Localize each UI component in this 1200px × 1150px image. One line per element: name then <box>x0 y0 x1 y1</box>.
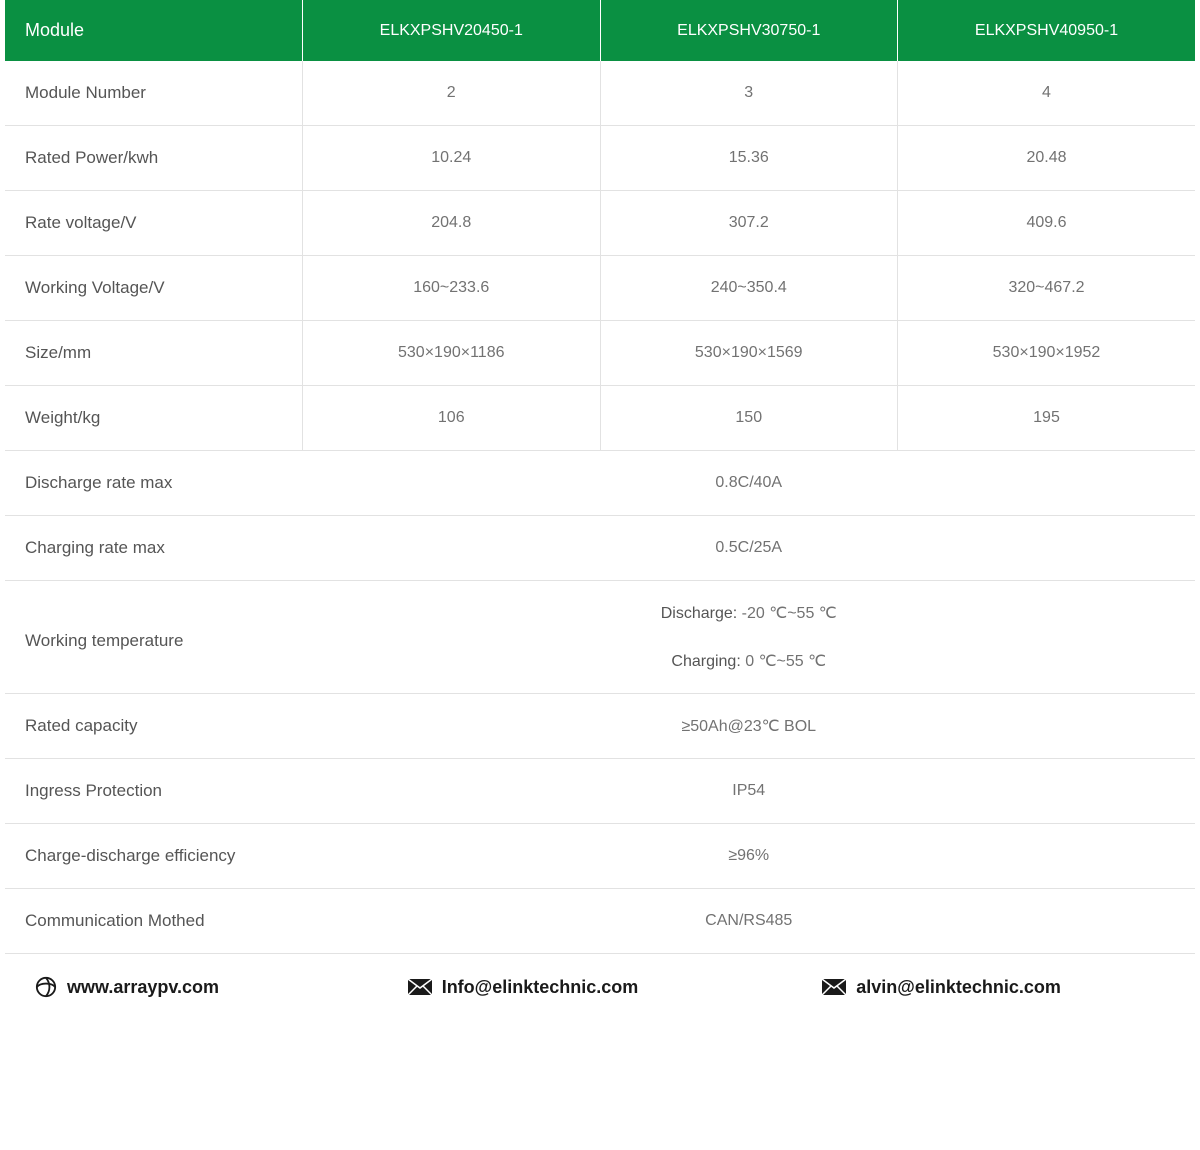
row-value-merged: ≥96% <box>303 824 1196 889</box>
temperature-charging: Charging: 0 ℃~55 ℃ <box>303 637 1196 694</box>
table-row: Size/mm 530×190×1186 530×190×1569 530×19… <box>5 321 1195 386</box>
row-label: Ingress Protection <box>5 759 303 824</box>
row-value-merged: IP54 <box>303 759 1196 824</box>
table-row: Discharge rate max 0.8C/40A <box>5 451 1195 516</box>
spec-table: Module ELKXPSHV20450-1 ELKXPSHV30750-1 E… <box>5 0 1195 954</box>
table-row-temperature: Working temperature Discharge: -20 ℃~55 … <box>5 581 1195 638</box>
table-row: Working Voltage/V 160~233.6 240~350.4 32… <box>5 256 1195 321</box>
table-row: Communication Mothed CAN/RS485 <box>5 889 1195 954</box>
row-label: Weight/kg <box>5 386 303 451</box>
row-label: Working temperature <box>5 581 303 694</box>
table-header-row: Module ELKXPSHV20450-1 ELKXPSHV30750-1 E… <box>5 0 1195 61</box>
row-label: Discharge rate max <box>5 451 303 516</box>
temperature-discharge-value: -20 ℃~55 ℃ <box>742 605 837 622</box>
table-row: Charging rate max 0.5C/25A <box>5 516 1195 581</box>
row-value: 530×190×1186 <box>303 321 601 386</box>
row-value: 20.48 <box>898 126 1196 191</box>
row-value: 4 <box>898 61 1196 126</box>
header-col-3: ELKXPSHV40950-1 <box>898 0 1196 61</box>
footer-email-1: Info@elinktechnic.com <box>408 977 813 998</box>
row-value-merged: 0.5C/25A <box>303 516 1196 581</box>
row-value-merged: CAN/RS485 <box>303 889 1196 954</box>
row-value: 195 <box>898 386 1196 451</box>
envelope-icon <box>822 979 846 995</box>
row-value: 320~467.2 <box>898 256 1196 321</box>
table-row: Rate voltage/V 204.8 307.2 409.6 <box>5 191 1195 256</box>
table-row: Weight/kg 106 150 195 <box>5 386 1195 451</box>
temperature-charging-label: Charging: <box>671 653 740 670</box>
header-module-label: Module <box>5 0 303 61</box>
row-label: Rated Power/kwh <box>5 126 303 191</box>
table-row: Ingress Protection IP54 <box>5 759 1195 824</box>
table-body: Module Number 2 3 4 Rated Power/kwh 10.2… <box>5 61 1195 954</box>
envelope-icon <box>408 979 432 995</box>
row-value: 307.2 <box>600 191 898 256</box>
row-value: 15.36 <box>600 126 898 191</box>
footer-website-text: www.arraypv.com <box>67 977 219 998</box>
globe-icon <box>35 976 57 998</box>
temperature-discharge: Discharge: -20 ℃~55 ℃ <box>303 581 1196 638</box>
footer-email-2-text: alvin@elinktechnic.com <box>856 977 1061 998</box>
header-col-2: ELKXPSHV30750-1 <box>600 0 898 61</box>
row-value: 530×190×1569 <box>600 321 898 386</box>
row-value-merged: 0.8C/40A <box>303 451 1196 516</box>
row-value: 3 <box>600 61 898 126</box>
row-value: 530×190×1952 <box>898 321 1196 386</box>
row-label: Rate voltage/V <box>5 191 303 256</box>
row-label: Charging rate max <box>5 516 303 581</box>
table-row: Rated Power/kwh 10.24 15.36 20.48 <box>5 126 1195 191</box>
row-value: 204.8 <box>303 191 601 256</box>
row-value: 150 <box>600 386 898 451</box>
row-value: 106 <box>303 386 601 451</box>
temperature-charging-value: 0 ℃~55 ℃ <box>745 653 826 670</box>
row-label: Communication Mothed <box>5 889 303 954</box>
contact-footer: www.arraypv.com Info@elinktechnic.com al… <box>5 976 1195 998</box>
table-row: Module Number 2 3 4 <box>5 61 1195 126</box>
spec-table-container: Module ELKXPSHV20450-1 ELKXPSHV30750-1 E… <box>5 0 1195 954</box>
row-value: 160~233.6 <box>303 256 601 321</box>
row-label: Working Voltage/V <box>5 256 303 321</box>
row-label: Rated capacity <box>5 694 303 759</box>
row-label: Size/mm <box>5 321 303 386</box>
table-row: Rated capacity ≥50Ah@23℃ BOL <box>5 694 1195 759</box>
header-col-1: ELKXPSHV20450-1 <box>303 0 601 61</box>
row-value: 240~350.4 <box>600 256 898 321</box>
row-value-merged: ≥50Ah@23℃ BOL <box>303 694 1196 759</box>
row-value: 409.6 <box>898 191 1196 256</box>
row-label: Module Number <box>5 61 303 126</box>
table-row: Charge-discharge efficiency ≥96% <box>5 824 1195 889</box>
row-value: 10.24 <box>303 126 601 191</box>
row-value: 2 <box>303 61 601 126</box>
footer-email-1-text: Info@elinktechnic.com <box>442 977 639 998</box>
footer-website: www.arraypv.com <box>5 976 398 998</box>
footer-email-2: alvin@elinktechnic.com <box>822 977 1200 998</box>
temperature-discharge-label: Discharge: <box>661 605 737 622</box>
row-label: Charge-discharge efficiency <box>5 824 303 889</box>
